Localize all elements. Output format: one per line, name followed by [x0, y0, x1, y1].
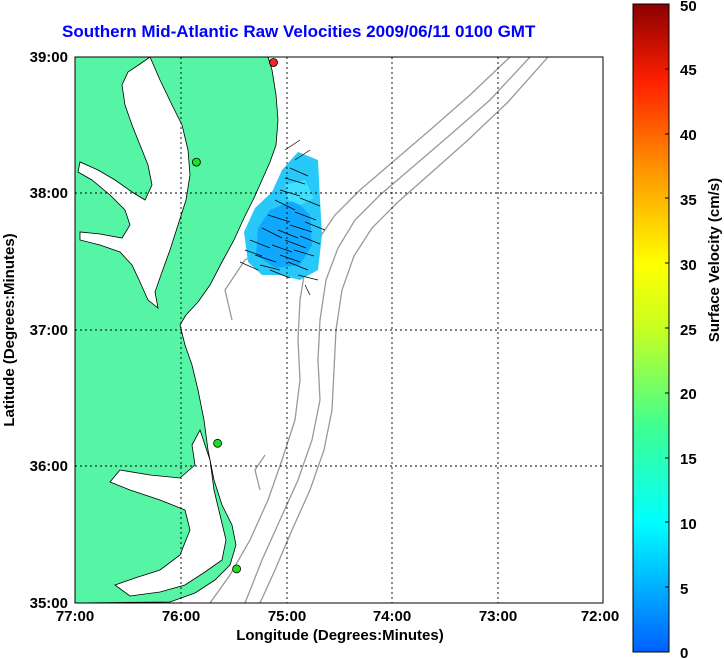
colorbar-tick-label: 25 [680, 322, 697, 339]
x-tick-label: 73:00 [479, 608, 517, 625]
x-axis-label: Longitude (Degrees:Minutes) [236, 627, 444, 644]
chart-title: Southern Mid-Atlantic Raw Velocities 200… [62, 22, 536, 41]
radar-station-marker [269, 58, 278, 67]
bathymetry-contours [209, 57, 549, 603]
colorbar-tick-label: 10 [680, 516, 697, 533]
pamlico-sound [109, 428, 227, 597]
colorbar-ticks [665, 68, 669, 588]
y-tick-label: 38:00 [30, 185, 68, 202]
colorbar-tick-label: 20 [680, 386, 697, 403]
radar-station-marker [213, 438, 223, 448]
y-tick-label: 37:00 [30, 322, 68, 339]
colorbar-tick-label: 30 [680, 257, 697, 274]
colorbar [632, 3, 670, 653]
y-tick-label: 35:00 [30, 595, 68, 612]
colorbar-tick-label: 0 [680, 645, 688, 659]
x-ticks: 77:00 76:00 75:00 74:00 73:00 72:00 [56, 608, 619, 625]
x-tick-label: 77:00 [56, 608, 94, 625]
radar-stations [191, 58, 278, 574]
colorbar-label: Surface Velocity (cm/s) [706, 178, 723, 342]
chesapeake-bay [77, 57, 191, 309]
colorbar-tick-label: 15 [680, 451, 697, 468]
y-tick-label: 36:00 [30, 458, 68, 475]
y-tick-label: 39:00 [30, 49, 68, 66]
y-ticks: 39:00 38:00 37:00 36:00 35:00 [30, 49, 68, 612]
radar-station-marker [191, 157, 201, 167]
colorbar-tick-label: 40 [680, 127, 697, 144]
x-tick-label: 72:00 [581, 608, 619, 625]
y-axis-label: Latitude (Degrees:Minutes) [1, 233, 18, 426]
colorbar-tick-label: 45 [680, 62, 697, 79]
x-tick-label: 75:00 [268, 608, 306, 625]
radar-station-marker [232, 564, 242, 574]
grid-lines [75, 57, 603, 603]
colorbar-tick-label: 50 [680, 0, 697, 15]
x-tick-label: 74:00 [373, 608, 411, 625]
colorbar-tick-labels: 50 45 40 35 30 25 20 15 10 5 0 [680, 0, 697, 659]
plot-frame [74, 56, 604, 604]
x-tick-label: 76:00 [162, 608, 200, 625]
velocity-vectors [239, 139, 326, 296]
colorbar-tick-label: 35 [680, 192, 697, 209]
colorbar-tick-label: 5 [680, 581, 688, 598]
